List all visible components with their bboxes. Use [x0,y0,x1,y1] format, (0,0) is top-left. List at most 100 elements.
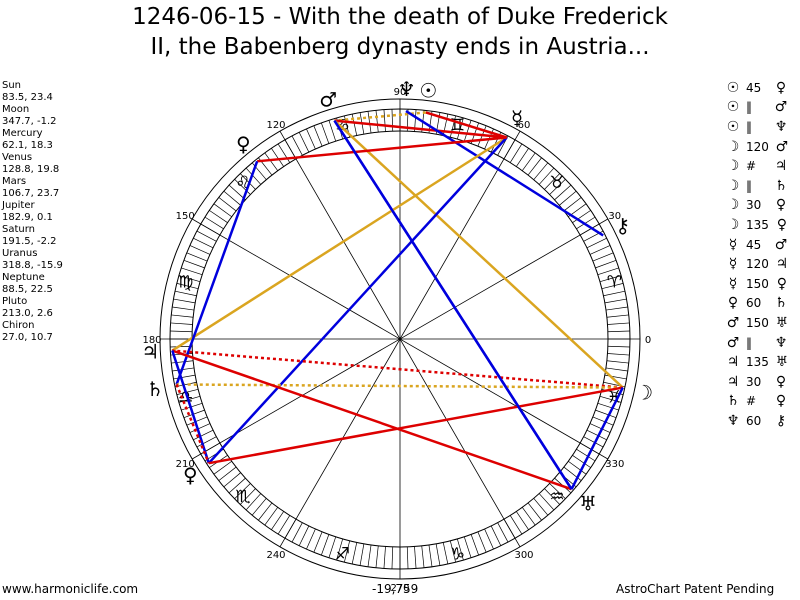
degree-tick [298,132,310,153]
aspect-planet-2: ♆ [774,334,788,351]
aspect-row: ♃ 30 ♀ [726,372,789,392]
degree-tick [516,148,529,167]
degree-tick [189,423,211,433]
degree-tick [223,190,241,206]
degree-label: 90 [394,87,407,98]
degree-tick [595,409,617,418]
mercury-value: 62.1, 18.3 [2,140,53,151]
aspect-line [175,383,210,464]
degree-tick [497,522,509,543]
aspect-row: ☽ 30 ♀ [726,196,789,216]
aspect-row: ♂ ‖ ♆ [726,333,789,353]
degree-tick [538,167,555,185]
aspect-row: ♀ 60 ♄ [726,294,789,314]
degree-tick [449,115,456,138]
degree-tick [306,128,316,150]
aspect-line [171,349,572,491]
degree-tick [521,152,536,171]
zodiac-sign-glyph: ♉ [549,173,564,193]
planet-glyph: ♄ [146,377,164,401]
aspect-row: ♂ 150 ♅ [726,313,789,333]
degree-tick [607,322,630,325]
aspect-row: ☉ 45 ♀ [726,78,789,98]
aspect-type: ‖ [746,335,752,350]
aspect-planet-1: ☽ [726,177,740,194]
zodiac-sign-glyph: ♑ [450,544,465,564]
aspect-planet-1: ☿ [728,275,738,292]
degree-tick [463,120,472,142]
aspect-row: ☽ # ♃ [726,156,789,176]
degree-tick [178,275,201,283]
aspect-planet-2: ♀ [775,79,787,96]
degree-tick [189,245,211,255]
aspect-line [257,136,507,163]
aspect-planet-2: ♂ [775,138,789,155]
zodiac-sign-glyph: ♓ [607,387,622,407]
degree-tick [351,113,358,136]
planet-glyph: ♃ [141,340,159,364]
degree-tick [336,538,344,561]
moon-label: Moon [2,104,30,115]
degree-tick [239,488,256,505]
venus-value: 128.8, 19.8 [2,164,60,175]
aspect-line [333,119,624,389]
aspect-planet-2: ♂ [774,236,788,253]
aspect-planet-2: ♄ [774,295,788,312]
aspect-planet-1: ♀ [727,295,739,312]
aspect-type: ‖ [746,119,752,134]
aspect-planet-2: ⚷ [775,412,787,429]
degree-tick [589,245,611,255]
degree-tick [218,466,237,481]
aspect-planet-1: ☉ [726,79,740,96]
degree-tick [264,152,279,171]
degree-tick [193,429,214,441]
degree-tick [173,298,196,304]
degree-tick [223,472,241,488]
degree-tick [406,546,409,569]
aspect-planet-1: ☽ [726,158,740,175]
degree-label: 0 [645,335,651,346]
aspect-planet-1: ♃ [726,354,740,371]
aspect-planet-1: ☉ [726,118,740,135]
aspect-planet-2: ♀ [775,197,787,214]
aspect-line [172,349,623,389]
degree-tick [234,178,251,195]
degree-tick [601,283,624,290]
degree-tick [193,237,214,249]
aspect-line [570,387,624,490]
degree-tick [470,534,479,556]
aspect-planet-2: ♅ [775,314,789,331]
degree-tick [239,173,256,190]
aspect-planet-1: ☽ [726,197,740,214]
aspect-planet-2: ♀ [776,275,788,292]
aspect-type: 45 [746,80,762,95]
degree-tick [196,436,217,448]
planet-glyph: ♂ [319,88,337,112]
degree-tick [271,148,284,167]
saturn-value: 191.5, -2.2 [2,236,57,247]
degree-tick [383,546,386,569]
degree-tick [271,511,284,530]
degree-tick [209,210,228,223]
degree-tick [597,402,619,411]
footer-number: -19,759 [372,582,419,596]
degree-tick [605,367,628,372]
degree-tick [170,322,193,325]
degree-tick [592,416,614,426]
aspect-planet-1: ♆ [726,412,740,429]
aspect-type: 30 [746,198,762,213]
degree-tick [183,260,205,269]
degree-label: 330 [605,459,624,470]
degree-tick [484,528,494,550]
degree-tick [367,544,372,567]
chiron-value: 27.0, 10.7 [2,332,53,343]
aspect-planet-2: ♂ [774,99,788,116]
degree-tick [181,267,203,276]
degree-tick [234,483,251,500]
planet-glyph: ♀ [183,463,198,487]
pluto-label: Pluto [2,296,28,307]
aspect-planet-2: ♀ [775,393,787,410]
patent-note: AstroChart Patent Pending [616,582,775,596]
planet-glyph: ☿ [511,106,523,130]
degree-tick [344,540,351,563]
